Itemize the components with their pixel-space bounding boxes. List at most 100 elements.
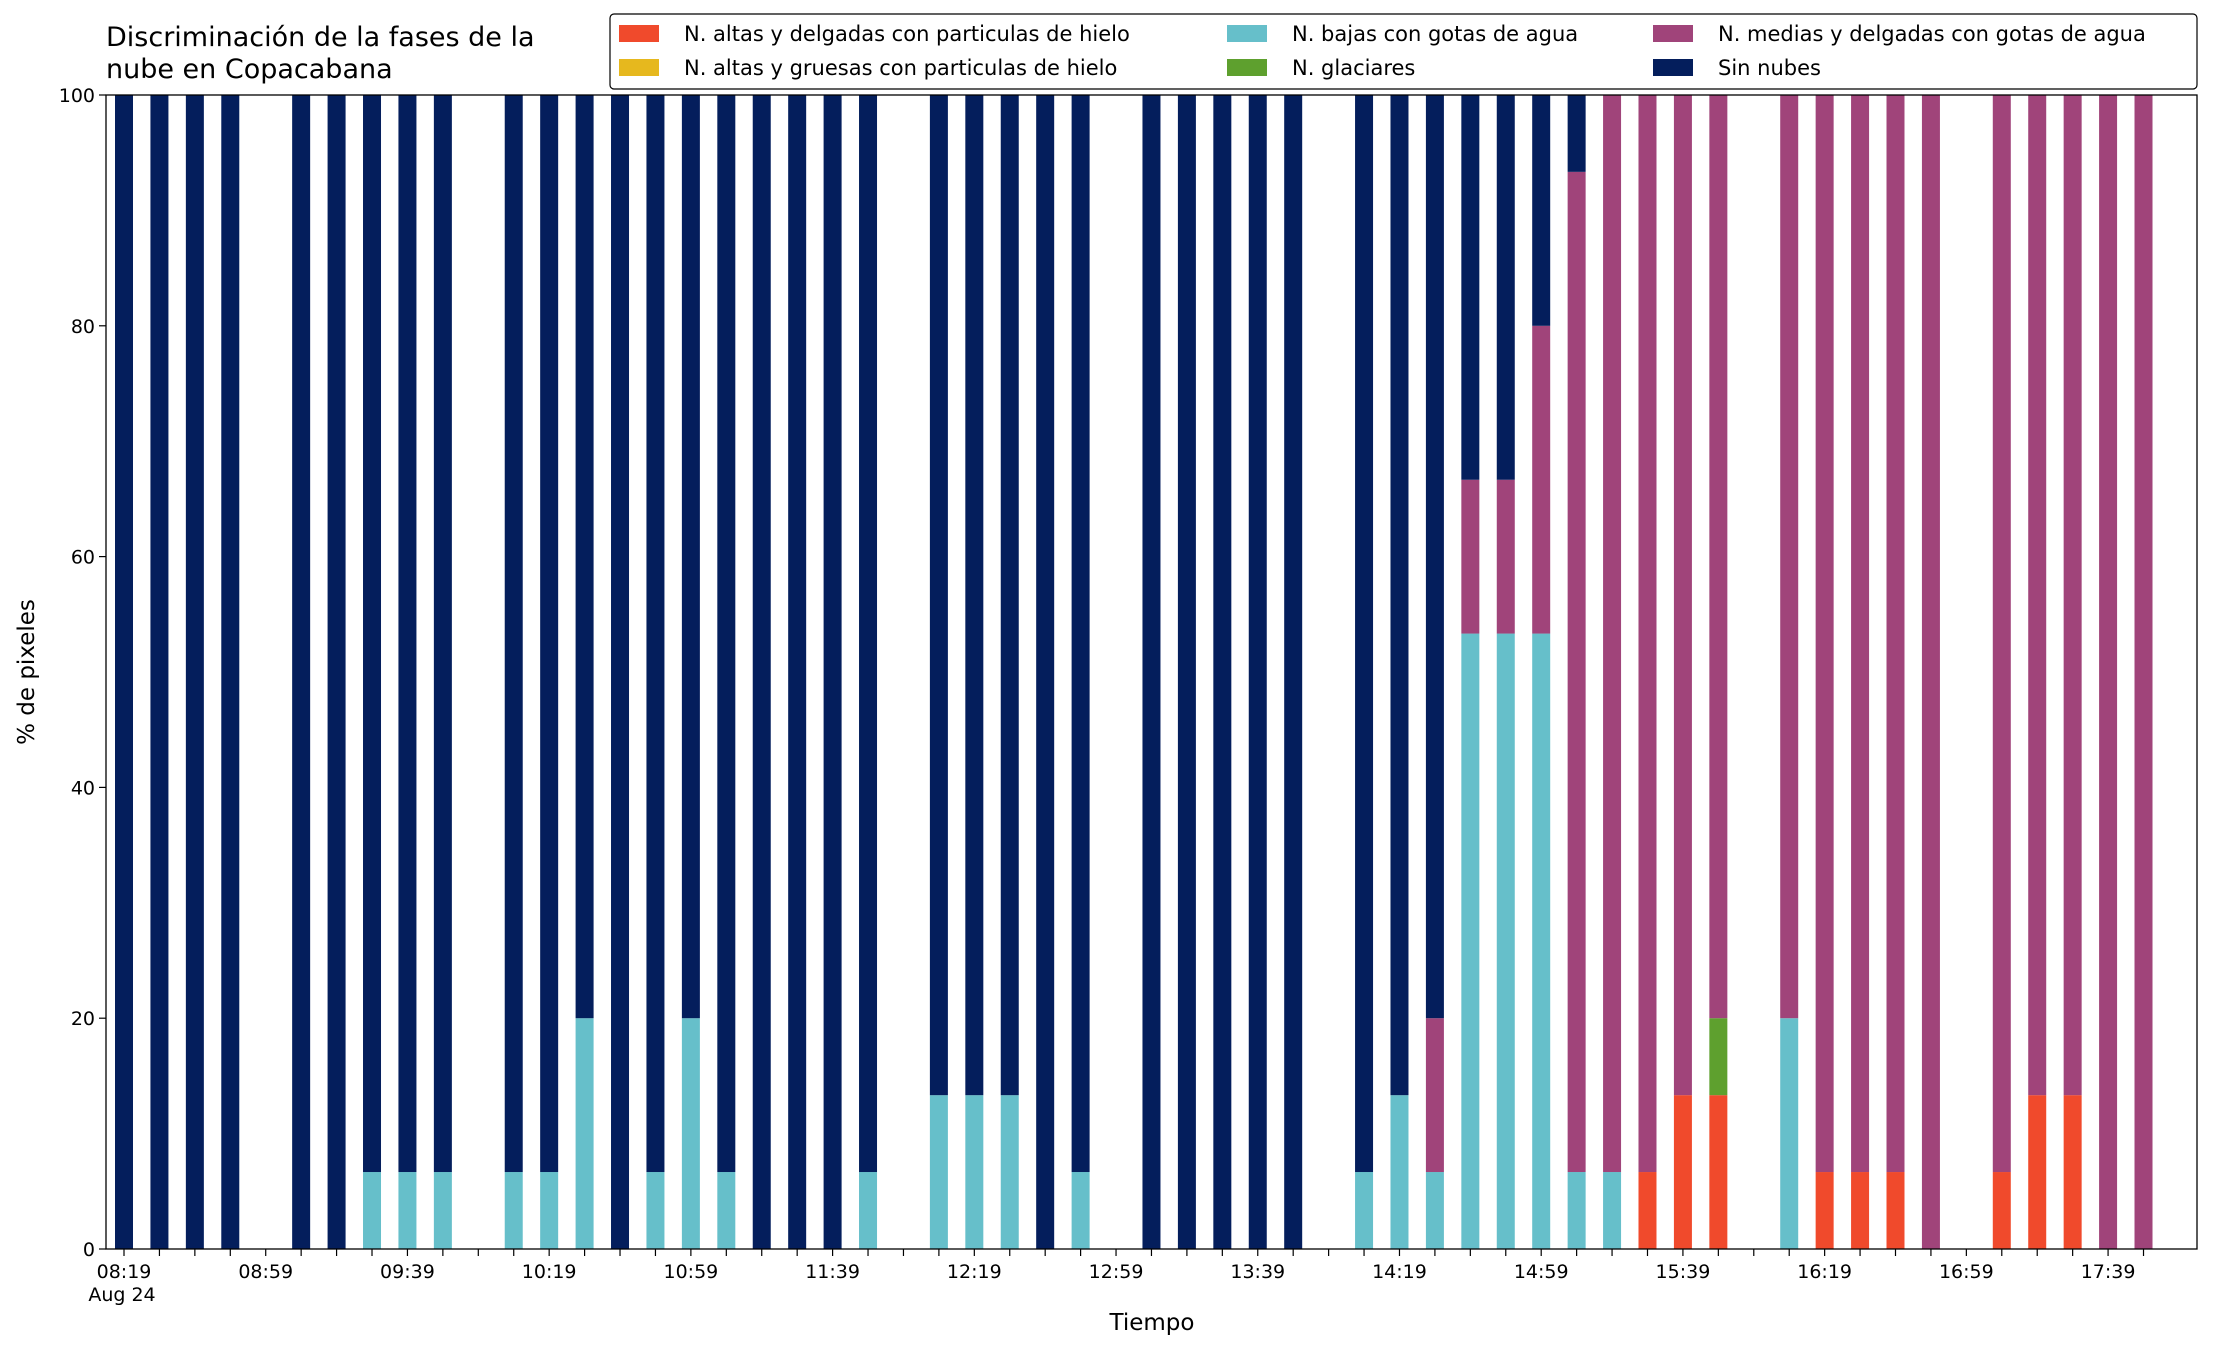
bar-segment bbox=[292, 95, 311, 1249]
bar-segment bbox=[1390, 1095, 1409, 1249]
bar-segment bbox=[1355, 95, 1374, 1173]
bar-segment bbox=[965, 95, 984, 1096]
bar-segment bbox=[1709, 1018, 1728, 1096]
bar-segment bbox=[363, 1172, 382, 1249]
bar-segment bbox=[1851, 95, 1870, 1173]
bar-segment bbox=[185, 95, 204, 1249]
y-tick-label: 60 bbox=[71, 547, 95, 569]
bar-segment bbox=[859, 95, 878, 1173]
bar-segment bbox=[540, 1172, 559, 1249]
bar-segment bbox=[681, 1018, 700, 1249]
legend-label: N. glaciares bbox=[1292, 56, 1415, 80]
bar-segment bbox=[115, 95, 133, 1249]
bar-segment bbox=[1815, 1172, 1834, 1249]
bar-segment bbox=[929, 95, 948, 1096]
plot-frame bbox=[105, 94, 2198, 1250]
legend-box bbox=[609, 13, 2198, 90]
y-tick-label: 80 bbox=[71, 316, 95, 338]
bar-segment bbox=[150, 95, 169, 1249]
bar-segment bbox=[1461, 479, 1480, 634]
legend-label: N. altas y gruesas con particulas de hie… bbox=[684, 56, 1117, 80]
x-tick-label: 10:19 bbox=[522, 1261, 577, 1283]
bar-segment bbox=[504, 1172, 523, 1249]
bar-segment bbox=[1780, 1018, 1799, 1249]
x-tick-label: 11:39 bbox=[805, 1261, 860, 1283]
bar-segment bbox=[1886, 95, 1905, 1173]
x-tick-label: 12:19 bbox=[947, 1261, 1002, 1283]
y-tick-label: 0 bbox=[83, 1239, 95, 1261]
y-tick-label: 20 bbox=[71, 1008, 95, 1030]
legend-label: Sin nubes bbox=[1718, 56, 1821, 80]
bar-segment bbox=[788, 95, 807, 1249]
legend-swatch bbox=[619, 25, 659, 42]
x-tick-label: 16:19 bbox=[1797, 1261, 1852, 1283]
bar-segment bbox=[433, 95, 452, 1173]
bar-segment bbox=[1425, 1172, 1444, 1249]
y-tick-label: 40 bbox=[71, 777, 95, 799]
bar-segment bbox=[1567, 171, 1586, 1173]
bar-segment bbox=[2028, 1095, 2047, 1249]
x-axis-label: Tiempo bbox=[1109, 1310, 1195, 1336]
bar-segment bbox=[1603, 1172, 1622, 1249]
x-tick-label: 08:59 bbox=[238, 1261, 293, 1283]
x-date-label: Aug 24 bbox=[88, 1284, 155, 1306]
bar-segment bbox=[681, 95, 700, 1019]
x-tick-label: 17:39 bbox=[2081, 1261, 2136, 1283]
bar-segment bbox=[398, 1172, 417, 1249]
bar-segment bbox=[1673, 95, 1692, 1096]
bar-segment bbox=[1673, 1095, 1692, 1249]
x-tick-label: 10:59 bbox=[663, 1261, 718, 1283]
bar-segment bbox=[1815, 95, 1834, 1173]
legend-label: N. altas y delgadas con particulas de hi… bbox=[684, 22, 1130, 46]
bar-segment bbox=[1177, 95, 1196, 1249]
bar-segment bbox=[1886, 1172, 1905, 1249]
x-tick-label: 16:59 bbox=[1939, 1261, 1994, 1283]
legend-swatch bbox=[1227, 25, 1267, 42]
bar-segment bbox=[1567, 1172, 1586, 1249]
bar-segment bbox=[2028, 95, 2047, 1096]
bar-segment bbox=[611, 95, 630, 1249]
bar-segment bbox=[1921, 95, 1940, 1249]
bar-segment bbox=[1532, 325, 1551, 634]
bar-segment bbox=[646, 95, 665, 1173]
bar-segment bbox=[1496, 95, 1515, 480]
bar-segment bbox=[1638, 1172, 1657, 1249]
bar-segment bbox=[752, 95, 771, 1249]
bar-segment bbox=[1851, 1172, 1870, 1249]
bar-segment bbox=[1567, 94, 1586, 172]
y-axis-label: % de pixeles bbox=[14, 599, 40, 745]
legend-swatch bbox=[1653, 25, 1693, 42]
bar-segment bbox=[1355, 1172, 1374, 1249]
bar-segment bbox=[1709, 1095, 1728, 1249]
bar-segment bbox=[2063, 1095, 2082, 1249]
bar-segment bbox=[575, 1018, 594, 1249]
bar-segment bbox=[1036, 95, 1055, 1249]
x-tick-label: 14:19 bbox=[1372, 1261, 1427, 1283]
bar-segment bbox=[1461, 633, 1480, 1249]
bar-segment bbox=[1000, 1095, 1019, 1249]
bar-segment bbox=[2063, 95, 2082, 1096]
x-tick-label: 08:19 bbox=[97, 1261, 152, 1283]
bar-segment bbox=[1284, 95, 1303, 1249]
bar-segment bbox=[575, 95, 594, 1019]
bar-segment bbox=[823, 95, 842, 1249]
bar-segment bbox=[929, 1095, 948, 1249]
x-tick-label: 14:59 bbox=[1514, 1261, 1569, 1283]
bar-segment bbox=[1248, 95, 1267, 1249]
bar-segment bbox=[1532, 633, 1551, 1249]
bar-segment bbox=[859, 1172, 878, 1249]
bar-segment bbox=[1992, 95, 2011, 1173]
chart-title: Discriminación de la fases de la nube en… bbox=[106, 22, 535, 85]
bar-segment bbox=[646, 1172, 665, 1249]
bar-segment bbox=[2134, 95, 2153, 1249]
bar-segment bbox=[1461, 95, 1480, 480]
legend-label: N. medias y delgadas con gotas de agua bbox=[1718, 22, 2146, 46]
bar-segment bbox=[1992, 1172, 2011, 1249]
bar-segment bbox=[1532, 95, 1551, 326]
bar-segment bbox=[717, 1172, 736, 1249]
bar-segment bbox=[965, 1095, 984, 1249]
legend-swatch bbox=[1227, 59, 1267, 76]
bar-segment bbox=[1390, 95, 1409, 1096]
